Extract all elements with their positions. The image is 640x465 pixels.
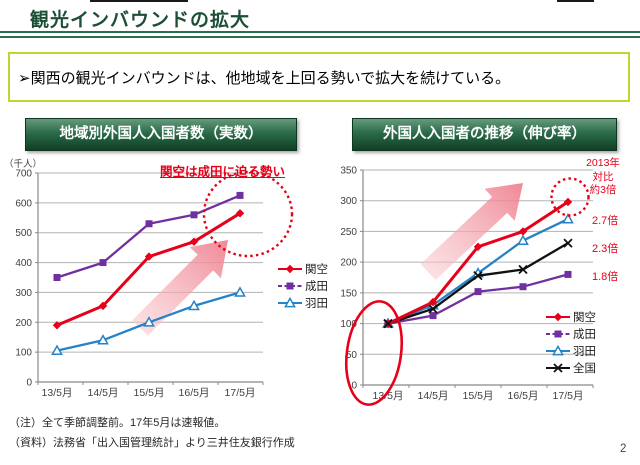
y-tick-label: 250	[340, 227, 357, 238]
comparison-note-line3: 約3倍	[589, 184, 617, 196]
legend-item-kanku: 関空	[545, 308, 596, 325]
legend-label-zenkoku: 全国	[573, 362, 596, 375]
x-tick-label: 14/5月	[88, 387, 119, 399]
y-tick-label: 500	[15, 228, 32, 239]
legend-label-narita: 成田	[573, 328, 596, 341]
page-title: 観光インバウンドの拡大	[30, 10, 251, 31]
legend-item-kanku: 関空	[277, 260, 328, 277]
x-tick-label: 13/5月	[42, 387, 73, 399]
zenkoku-legend-marker-icon	[546, 362, 570, 373]
key-message-box: ➢関西の観光インバウンドは、他地域を上回る勢いで拡大を続けている。	[8, 52, 630, 102]
y-tick-label: 200	[15, 318, 32, 329]
narita-legend-marker-icon	[546, 330, 570, 337]
pink-up-arrow	[420, 183, 523, 280]
y-tick-label: 0	[26, 378, 32, 389]
left-chart-legend: 関空 成田 羽田	[277, 260, 328, 311]
kanku-legend-marker-icon	[278, 264, 302, 273]
y-tick-label: 350	[340, 166, 357, 177]
pink-up-arrow	[132, 240, 228, 336]
legend-label-kanku: 関空	[305, 263, 328, 276]
y-tick-label: 0	[351, 381, 357, 392]
legend-label-kanku: 関空	[573, 311, 596, 324]
screen-edge-artifact	[557, 0, 594, 2]
y-tick-label: 100	[340, 319, 357, 330]
legend-item-narita: 成田	[545, 325, 596, 342]
screen-edge-artifact	[90, 0, 188, 2]
left-chart-annotation: 関空は成田に迫る勢い	[160, 165, 286, 179]
haneda-growth-label: 2.7倍	[592, 215, 619, 227]
legend-label-haneda: 羽田	[305, 297, 328, 310]
left-chart-title: 地域別外国人入国者数（実数）	[25, 118, 297, 151]
legend-item-zenkoku: 全国	[545, 359, 596, 376]
x-tick-label: 17/5月	[225, 387, 256, 399]
right-chart-comparison-note: 2013年 対比 約3倍	[572, 157, 634, 198]
y-tick-label: 200	[340, 258, 357, 269]
left-chart-unit-label: （千人）	[4, 159, 43, 170]
red-ellipse	[345, 300, 403, 406]
x-tick-label: 17/5月	[553, 390, 584, 402]
haneda-legend-marker-icon	[546, 344, 570, 355]
y-tick-label: 100	[15, 348, 32, 359]
x-tick-label: 15/5月	[463, 390, 494, 402]
y-tick-label: 300	[340, 196, 357, 207]
red-dotted-circle	[202, 170, 294, 258]
legend-item-narita: 成田	[277, 277, 328, 294]
series-narita	[384, 270, 572, 328]
x-tick-label: 16/5月	[179, 387, 210, 399]
x-tick-label: 16/5月	[508, 390, 539, 402]
y-tick-label: 600	[15, 198, 32, 209]
y-tick-label: 50	[346, 350, 358, 361]
legend-item-haneda: 羽田	[277, 294, 328, 311]
legend-label-narita: 成田	[305, 280, 328, 293]
narita-legend-marker-icon	[278, 282, 302, 289]
footnote-source: （資料）法務省「出入国管理統計」より三井住友銀行作成	[9, 437, 295, 449]
left-chart: 0 100 200 300 400 500 600 700 13/5月 14/5月 15/5月 16/…	[15, 169, 294, 399]
kanku-legend-marker-icon	[546, 312, 570, 321]
y-tick-label: 150	[340, 288, 357, 299]
series-narita	[53, 191, 244, 281]
comparison-note-line2: 対比	[592, 170, 614, 183]
footnote-note: （注）全て季節調整前。17年5月は速報値。	[9, 417, 226, 429]
zenkoku-growth-label: 2.3倍	[592, 243, 619, 255]
comparison-note-line1: 2013年	[586, 157, 620, 169]
page-number: 2	[620, 443, 627, 455]
legend-item-haneda: 羽田	[545, 342, 596, 359]
series-haneda	[51, 286, 246, 355]
key-message-text: ➢関西の観光インバウンドは、他地域を上回る勢いで拡大を続けている。	[18, 69, 511, 87]
right-chart-title: 外国人入国者の推移（伸び率）	[352, 118, 617, 151]
narita-growth-label: 1.8倍	[592, 271, 619, 283]
legend-label-haneda: 羽田	[573, 345, 596, 358]
x-tick-label: 15/5月	[134, 387, 165, 399]
haneda-legend-marker-icon	[278, 296, 302, 307]
x-tick-label: 14/5月	[418, 390, 449, 402]
y-tick-label: 700	[15, 169, 32, 180]
y-tick-label: 400	[15, 258, 32, 269]
title-divider	[0, 31, 640, 38]
right-chart-legend: 関空 成田 羽田 全国	[545, 308, 596, 376]
red-dotted-circle	[550, 177, 590, 217]
y-tick-label: 300	[15, 288, 32, 299]
